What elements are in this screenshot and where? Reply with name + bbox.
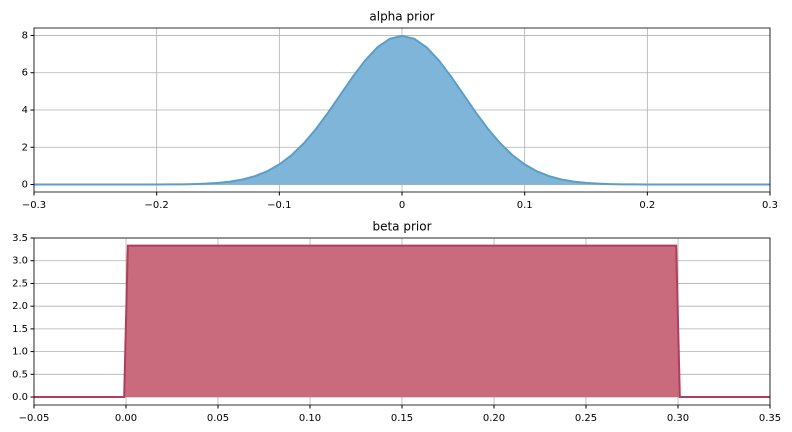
y-tick-label: 3.5 (12, 233, 28, 244)
x-tick-label: −0.1 (267, 200, 291, 211)
x-tick-label: 0.25 (575, 413, 597, 424)
x-tick-label: 0.3 (762, 200, 778, 211)
x-tick-label: 0.1 (517, 200, 533, 211)
area-line (34, 34, 770, 186)
y-tick-label: 0.5 (12, 369, 28, 380)
y-tick-label: 2.5 (12, 278, 28, 289)
y-tick-label: 2 (22, 142, 28, 153)
chart-title: alpha prior (369, 10, 434, 24)
x-tick-label: 0.10 (299, 413, 321, 424)
x-tick-label: 0.20 (483, 413, 505, 424)
plot-frame (33, 237, 771, 406)
area-fill (34, 245, 770, 398)
y-tick-label: 6 (22, 68, 28, 79)
chart-title: beta prior (372, 220, 431, 234)
x-tick-label: 0.15 (391, 413, 413, 424)
x-tick-label: 0.30 (667, 413, 689, 424)
x-tick-label: −0.2 (145, 200, 169, 211)
x-tick-label: 0 (399, 200, 405, 211)
area-fill (34, 35, 770, 185)
y-tick-label: 1.0 (12, 347, 28, 358)
y-tick-label: 1.5 (12, 324, 28, 335)
x-tick-label: 0.2 (639, 200, 655, 211)
y-tick-label: 0.0 (12, 392, 28, 403)
area-line (34, 244, 770, 399)
x-tick-label: −0.3 (22, 200, 46, 211)
y-tick-label: 3.0 (12, 256, 28, 267)
y-tick-label: 4 (22, 105, 28, 116)
x-tick-label: 0.35 (759, 413, 781, 424)
y-tick-label: 0 (22, 180, 28, 191)
y-tick-label: 2.0 (12, 301, 28, 312)
x-tick-label: 0.00 (115, 413, 137, 424)
x-tick-label: −0.05 (19, 413, 50, 424)
y-tick-label: 8 (22, 30, 28, 41)
x-tick-label: 0.05 (207, 413, 229, 424)
plot-frame (33, 27, 771, 193)
